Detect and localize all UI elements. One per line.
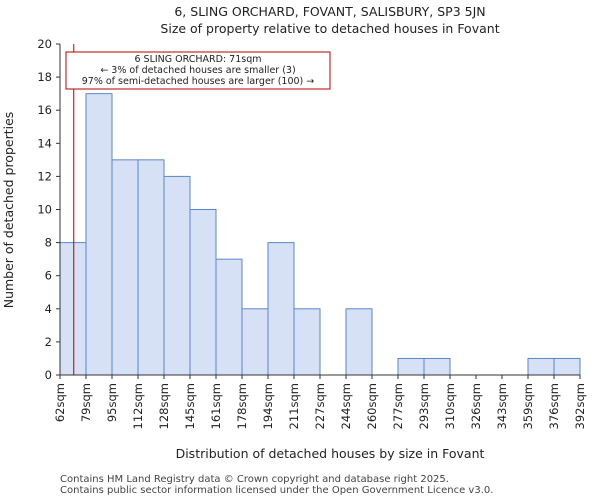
y-tick-label: 8 bbox=[45, 236, 52, 250]
x-tick-label: 376sqm bbox=[547, 383, 561, 429]
y-tick-label: 18 bbox=[37, 70, 52, 84]
x-tick-label: 95sqm bbox=[105, 383, 119, 422]
bar-112sqm bbox=[137, 159, 165, 376]
x-tick-label: 244sqm bbox=[339, 383, 353, 429]
y-tick-label: 10 bbox=[37, 203, 52, 217]
bars bbox=[59, 93, 581, 376]
bar-277sqm bbox=[397, 357, 425, 376]
bar-359sqm bbox=[527, 357, 555, 376]
annotation-line-1: 6 SLING ORCHARD: 71sqm bbox=[134, 54, 261, 65]
x-tick-label: 211sqm bbox=[287, 383, 301, 429]
x-tick-label: 310sqm bbox=[443, 383, 457, 429]
x-ticks: 62sqm 79sqm 95sqm 112sqm 128sqm 145sqm 161sqm 1… bbox=[53, 375, 587, 429]
annotation-box: 6 SLING ORCHARD: 71sqm ← 3% of detached … bbox=[65, 51, 331, 90]
x-tick-label: 194sqm bbox=[261, 383, 275, 429]
y-tick-label: 4 bbox=[45, 302, 52, 316]
annotation-line-2: ← 3% of detached houses are smaller (3) bbox=[100, 65, 295, 76]
x-tick-label: 326sqm bbox=[469, 383, 483, 429]
y-tick-label: 6 bbox=[45, 269, 52, 283]
x-tick-label: 79sqm bbox=[79, 383, 93, 422]
bar-178sqm bbox=[241, 308, 269, 376]
annotation-border bbox=[65, 51, 331, 90]
bar-194sqm bbox=[267, 242, 295, 376]
footer-line-2: Contains public sector information licen… bbox=[60, 485, 494, 496]
bar-95sqm bbox=[111, 159, 139, 376]
x-axis-label: Distribution of detached houses by size … bbox=[176, 446, 485, 461]
histogram-chart: 6, SLING ORCHARD, FOVANT, SALISBURY, SP3… bbox=[1, 4, 587, 461]
y-tick-label: 16 bbox=[37, 103, 52, 117]
y-axis-label: Number of detached properties bbox=[1, 112, 16, 309]
x-tick-label: 112sqm bbox=[131, 383, 145, 429]
bar-62sqm bbox=[59, 242, 87, 376]
y-tick-label: 12 bbox=[37, 169, 52, 183]
x-tick-label: 343sqm bbox=[495, 383, 509, 429]
x-tick-label: 161sqm bbox=[209, 383, 223, 429]
x-tick-label: 277sqm bbox=[391, 383, 405, 429]
bar-161sqm bbox=[215, 258, 243, 376]
x-tick-label: 62sqm bbox=[53, 383, 67, 422]
bar-376sqm bbox=[553, 357, 581, 376]
bar-211sqm bbox=[293, 308, 321, 376]
x-tick-label: 260sqm bbox=[365, 383, 379, 429]
y-tick-label: 20 bbox=[37, 37, 52, 51]
bar-293sqm bbox=[423, 357, 451, 376]
x-tick-label: 178sqm bbox=[235, 383, 249, 429]
y-tick-label: 2 bbox=[45, 335, 52, 349]
y-tick-label: 0 bbox=[45, 368, 52, 382]
bar-128sqm bbox=[163, 175, 191, 376]
x-tick-label: 392sqm bbox=[573, 383, 587, 429]
y-ticks: 0 2 4 6 8 10 12 14 16 18 20 bbox=[37, 37, 60, 382]
x-tick-label: 145sqm bbox=[183, 383, 197, 429]
x-tick-label: 128sqm bbox=[157, 383, 171, 429]
x-tick-label: 293sqm bbox=[417, 383, 431, 429]
annotation-line-3: 97% of semi-detached houses are larger (… bbox=[82, 76, 315, 87]
bar-244sqm bbox=[345, 308, 373, 376]
footer-line-1: Contains HM Land Registry data © Crown c… bbox=[60, 474, 449, 485]
bar-79sqm bbox=[85, 93, 113, 376]
chart-subtitle: Size of property relative to detached ho… bbox=[160, 21, 499, 36]
x-tick-label: 359sqm bbox=[521, 383, 535, 429]
bar-145sqm bbox=[189, 209, 217, 376]
chart-title: 6, SLING ORCHARD, FOVANT, SALISBURY, SP3… bbox=[174, 4, 485, 19]
x-tick-label: 227sqm bbox=[313, 383, 327, 429]
y-tick-label: 14 bbox=[37, 136, 52, 150]
